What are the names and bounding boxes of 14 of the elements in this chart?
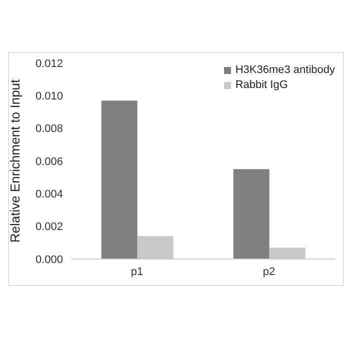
y-tick-label: 0.006 — [35, 156, 63, 168]
y-tick-label: 0.004 — [35, 188, 63, 201]
y-tick-label: 0.010 — [35, 90, 63, 103]
legend-label: H3K36me3 antibody — [235, 63, 335, 78]
y-tick-label: 0.008 — [35, 123, 63, 136]
y-axis-title: Relative Enrichment to Input — [8, 78, 23, 243]
bar — [101, 100, 138, 259]
y-tick-label: 0.012 — [35, 58, 63, 70]
y-tick-label: 0.002 — [35, 221, 63, 234]
legend-label: Rabbit IgG — [235, 78, 288, 93]
x-tick-label: p1 — [130, 266, 144, 278]
bar — [233, 169, 270, 259]
y-tick-label: 0.000 — [35, 254, 63, 266]
x-tick-label: p2 — [262, 266, 276, 278]
